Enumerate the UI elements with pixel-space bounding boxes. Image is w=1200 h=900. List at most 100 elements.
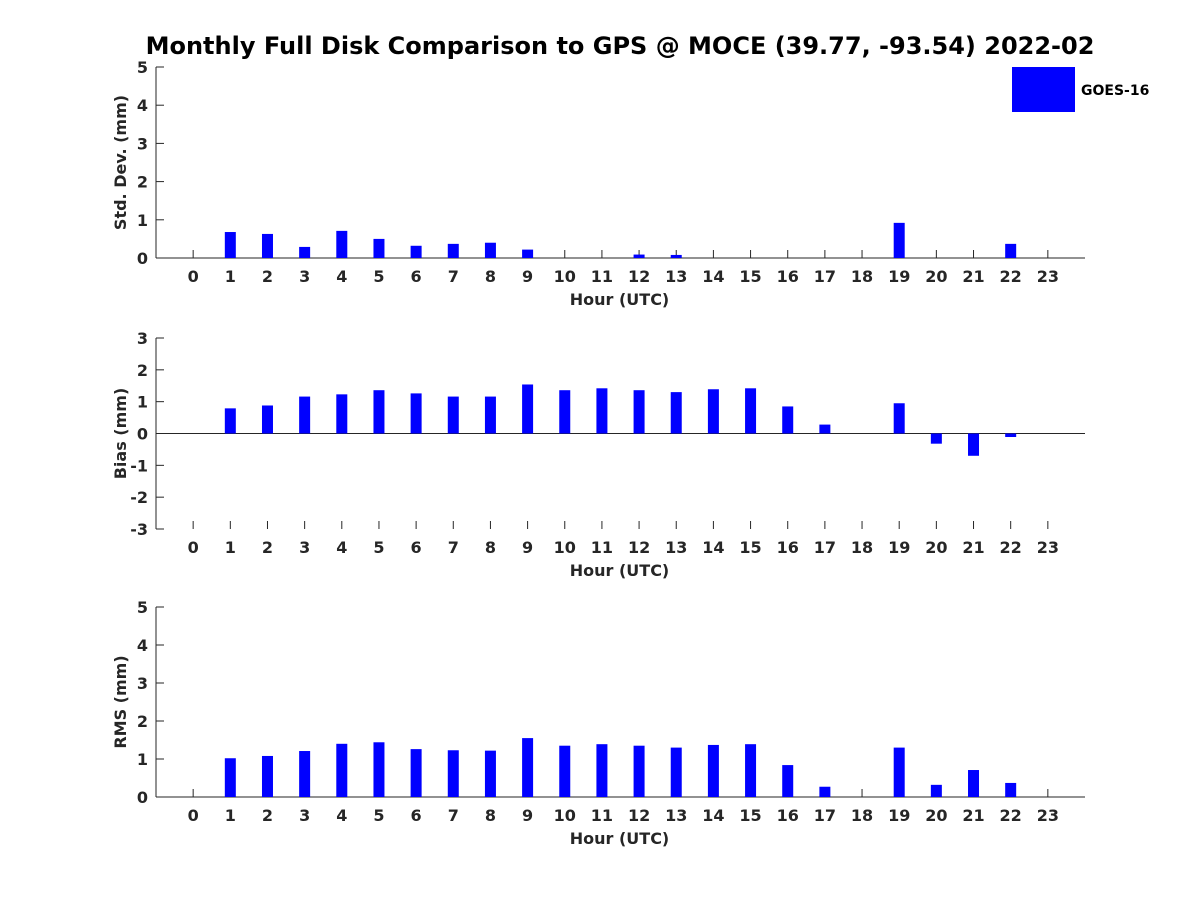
bar-hour-19 xyxy=(893,222,905,258)
x-tick-label: 17 xyxy=(814,267,836,286)
x-tick-label: 0 xyxy=(188,806,199,825)
bar-hour-22 xyxy=(1005,243,1017,258)
y-tick-label: 3 xyxy=(137,134,148,153)
bar-hour-6 xyxy=(410,749,422,797)
bar-hour-5 xyxy=(373,238,385,258)
bar-hour-12 xyxy=(633,390,645,434)
x-tick-label: 14 xyxy=(702,806,724,825)
x-tick-label: 16 xyxy=(777,538,799,557)
y-tick-label: 2 xyxy=(137,361,148,380)
bar-hour-7 xyxy=(447,243,459,258)
bar-hour-4 xyxy=(336,230,348,258)
x-tick-label: 4 xyxy=(336,538,347,557)
x-tick-label: 5 xyxy=(373,806,384,825)
x-tick-label: 22 xyxy=(1000,267,1022,286)
x-tick-label: 19 xyxy=(888,267,910,286)
x-tick-label: 5 xyxy=(373,267,384,286)
x-tick-label: 3 xyxy=(299,267,310,286)
bar-hour-15 xyxy=(745,744,757,797)
y-tick-label: 5 xyxy=(137,598,148,617)
bar-hour-21 xyxy=(968,770,980,797)
bar-hour-10 xyxy=(559,745,571,797)
bar-hour-6 xyxy=(410,245,422,258)
x-tick-label: 18 xyxy=(851,538,873,557)
x-tick-label: 20 xyxy=(925,806,947,825)
bar-hour-6 xyxy=(410,393,422,434)
bar-hour-13 xyxy=(670,747,682,797)
x-tick-label: 7 xyxy=(448,538,459,557)
x-tick-label: 23 xyxy=(1037,267,1059,286)
y-axis-label: Std. Dev. (mm) xyxy=(111,95,130,230)
x-tick-label: 4 xyxy=(336,267,347,286)
bar-hour-14 xyxy=(707,389,719,434)
bar-hour-3 xyxy=(299,751,311,797)
x-tick-label: 21 xyxy=(962,267,984,286)
x-tick-label: 11 xyxy=(591,267,613,286)
x-tick-label: 2 xyxy=(262,267,273,286)
x-tick-label: 1 xyxy=(225,806,236,825)
x-tick-label: 17 xyxy=(814,538,836,557)
legend-swatch xyxy=(1012,67,1075,112)
bar-hour-12 xyxy=(633,745,645,797)
y-tick-label: -2 xyxy=(130,488,148,507)
x-tick-label: 3 xyxy=(299,538,310,557)
bar-hour-11 xyxy=(596,744,608,797)
x-tick-label: 22 xyxy=(1000,806,1022,825)
y-tick-label: 0 xyxy=(137,249,148,268)
x-tick-label: 23 xyxy=(1037,806,1059,825)
bar-hour-8 xyxy=(484,396,496,434)
bar-hour-8 xyxy=(484,242,496,258)
x-tick-label: 17 xyxy=(814,806,836,825)
x-tick-label: 4 xyxy=(336,806,347,825)
x-tick-label: 1 xyxy=(225,267,236,286)
y-tick-label: -1 xyxy=(130,456,148,475)
x-axis-label: Hour (UTC) xyxy=(570,290,670,309)
chart-title: Monthly Full Disk Comparison to GPS @ MO… xyxy=(146,32,1095,60)
bar-hour-10 xyxy=(559,390,571,434)
y-tick-label: 3 xyxy=(137,674,148,693)
bar-hour-22 xyxy=(1005,782,1017,797)
x-tick-label: 21 xyxy=(962,806,984,825)
x-tick-label: 13 xyxy=(665,806,687,825)
x-tick-label: 20 xyxy=(925,267,947,286)
bar-hour-22 xyxy=(1005,433,1017,438)
bar-hour-3 xyxy=(299,246,311,258)
bar-hour-4 xyxy=(336,743,348,797)
x-tick-label: 10 xyxy=(554,538,576,557)
bar-hour-2 xyxy=(261,755,273,797)
x-tick-label: 10 xyxy=(554,806,576,825)
bar-hour-3 xyxy=(299,396,311,434)
x-tick-label: 10 xyxy=(554,267,576,286)
bar-hour-13 xyxy=(670,392,682,434)
x-tick-label: 15 xyxy=(739,806,761,825)
y-tick-label: 0 xyxy=(137,425,148,444)
x-tick-label: 19 xyxy=(888,538,910,557)
y-tick-label: 2 xyxy=(137,712,148,731)
x-tick-label: 1 xyxy=(225,538,236,557)
y-tick-label: 2 xyxy=(137,173,148,192)
x-tick-label: 6 xyxy=(411,267,422,286)
x-tick-label: 13 xyxy=(665,538,687,557)
x-tick-label: 8 xyxy=(485,267,496,286)
x-tick-label: 9 xyxy=(522,538,533,557)
x-axis-label: Hour (UTC) xyxy=(570,829,670,848)
x-tick-label: 9 xyxy=(522,806,533,825)
x-tick-label: 11 xyxy=(591,806,613,825)
bar-hour-21 xyxy=(968,433,980,456)
bar-hour-5 xyxy=(373,742,385,797)
y-tick-label: 3 xyxy=(137,329,148,348)
y-axis-label: Bias (mm) xyxy=(111,388,130,480)
legend: GOES-16 xyxy=(1012,67,1149,112)
x-tick-label: 0 xyxy=(188,267,199,286)
x-tick-label: 3 xyxy=(299,806,310,825)
bar-hour-16 xyxy=(782,765,794,797)
bar-hour-20 xyxy=(930,784,942,797)
bar-hour-9 xyxy=(522,738,534,797)
y-tick-label: 1 xyxy=(137,211,148,230)
x-tick-label: 8 xyxy=(485,806,496,825)
x-tick-label: 12 xyxy=(628,806,650,825)
